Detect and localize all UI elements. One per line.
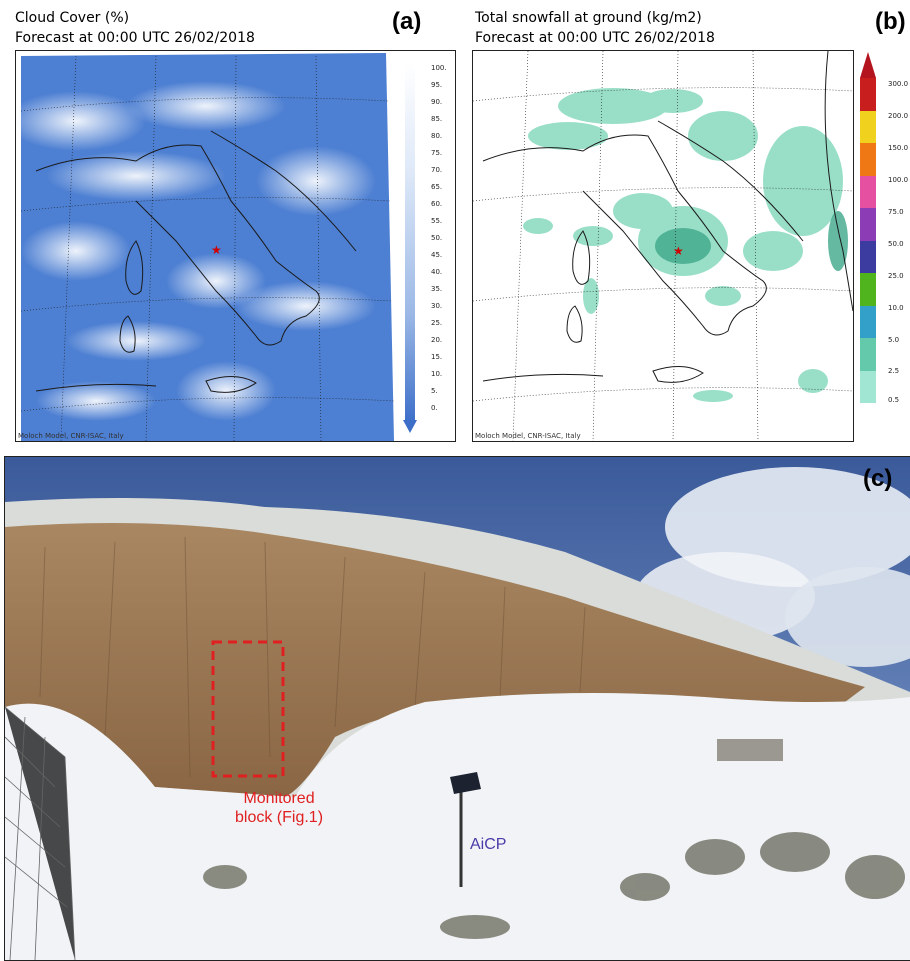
cbar-a-label: 30. (431, 302, 443, 310)
snowfall-colorbar-segment (860, 338, 876, 371)
panel-b-title-line1: Total snowfall at ground (kg/m2) (475, 10, 702, 26)
snowfall-colorbar-segment (860, 175, 876, 208)
cbar-a-label: 75. (431, 149, 443, 157)
cbar-a-label: 70. (431, 166, 443, 174)
cbar-b-label: 100.0 (888, 176, 909, 184)
cbar-a-label: 20. (431, 336, 443, 344)
cbar-a-label: 5. (431, 387, 438, 395)
cbar-b-label: 300.0 (888, 80, 909, 88)
cloud-cover-colorbar-labels: 100. 95. 90. 85. 80. 75. 70. 65. 60. 55.… (431, 64, 457, 416)
cbar-a-label: 80. (431, 132, 443, 140)
snowfall-colorbar-segment (860, 240, 876, 273)
panel-a: Cloud Cover (%) Forecast at 00:00 UTC 26… (0, 0, 457, 445)
cbar-b-label: 0.5 (888, 396, 900, 404)
cbar-a-label: 60. (431, 200, 443, 208)
colorbar-arrow-a (403, 420, 417, 433)
snowfall-colorbar-segment (860, 143, 876, 176)
cbar-b-label: 25.0 (888, 272, 904, 280)
snowfall-colorbar-segment (860, 305, 876, 338)
cbar-a-label: 15. (431, 353, 443, 361)
snowfall-map-graphic: ★ (473, 51, 853, 441)
monitored-block-label: Monitored block (Fig.1) (235, 790, 324, 826)
cbar-b-label: 5.0 (888, 336, 900, 344)
snowfall-colorbar (860, 78, 876, 403)
cloud-cover-map-graphic: ★ (16, 53, 395, 441)
cbar-a-label: 45. (431, 251, 443, 259)
panel-b-credit: Moloch Model, CNR-ISAC, Italy (475, 432, 581, 440)
cbar-a-label: 35. (431, 285, 443, 293)
cbar-a-label: 40. (431, 268, 443, 276)
panel-a-tag: (a) (392, 8, 422, 35)
cbar-b-label: 75.0 (888, 208, 904, 216)
svg-text:★: ★ (673, 244, 684, 258)
cbar-b-label: 10.0 (888, 304, 904, 312)
panel-b: Total snowfall at ground (kg/m2) Forecas… (455, 0, 910, 445)
cbar-b-label: 200.0 (888, 112, 909, 120)
cbar-a-label: 0. (431, 404, 438, 412)
panel-c-tag: (c) (863, 465, 893, 492)
snowfall-colorbar-segment (860, 208, 876, 241)
panel-b-tag: (b) (875, 8, 906, 35)
snowfall-colorbar-segment (860, 273, 876, 306)
cbar-a-label: 85. (431, 115, 443, 123)
cloud-cover-map: ★ Moloch Model, CNR-ISAC, Italy (15, 50, 456, 442)
cbar-a-label: 25. (431, 319, 443, 327)
cbar-a-label: 90. (431, 98, 443, 106)
snowfall-colorbar-labels: 300.0 200.0 150.0 100.0 75.0 50.0 25.0 1… (888, 78, 910, 408)
snowfall-map: ★ Moloch Model, CNR-ISAC, Italy (472, 50, 854, 442)
aicp-label: AiCP (470, 836, 507, 853)
panel-a-title-line2: Forecast at 00:00 UTC 26/02/2018 (15, 30, 255, 46)
snowfall-colorbar-segment (860, 370, 876, 403)
cbar-a-label: 55. (431, 217, 443, 225)
cbar-a-label: 65. (431, 183, 443, 191)
cbar-a-label: 100. (431, 64, 447, 72)
panel-a-title-line1: Cloud Cover (%) (15, 10, 130, 26)
cbar-a-label: 95. (431, 81, 443, 89)
cbar-a-label: 50. (431, 234, 443, 242)
cbar-b-label: 50.0 (888, 240, 904, 248)
panel-a-credit: Moloch Model, CNR-ISAC, Italy (18, 432, 124, 440)
cloud-cover-colorbar (405, 62, 415, 422)
svg-text:★: ★ (211, 243, 222, 257)
panel-b-title-line2: Forecast at 00:00 UTC 26/02/2018 (475, 30, 715, 46)
colorbar-arrow-b (860, 52, 876, 78)
panel-c-photo: (c) Monitored block (Fig.1) AiCP (4, 456, 910, 961)
snowfall-colorbar-segment (860, 110, 876, 143)
cbar-a-label: 10. (431, 370, 443, 378)
quarry-photo-graphic (5, 457, 910, 960)
cbar-b-label: 150.0 (888, 144, 909, 152)
snowfall-colorbar-segment (860, 78, 876, 111)
cbar-b-label: 2.5 (888, 367, 900, 375)
